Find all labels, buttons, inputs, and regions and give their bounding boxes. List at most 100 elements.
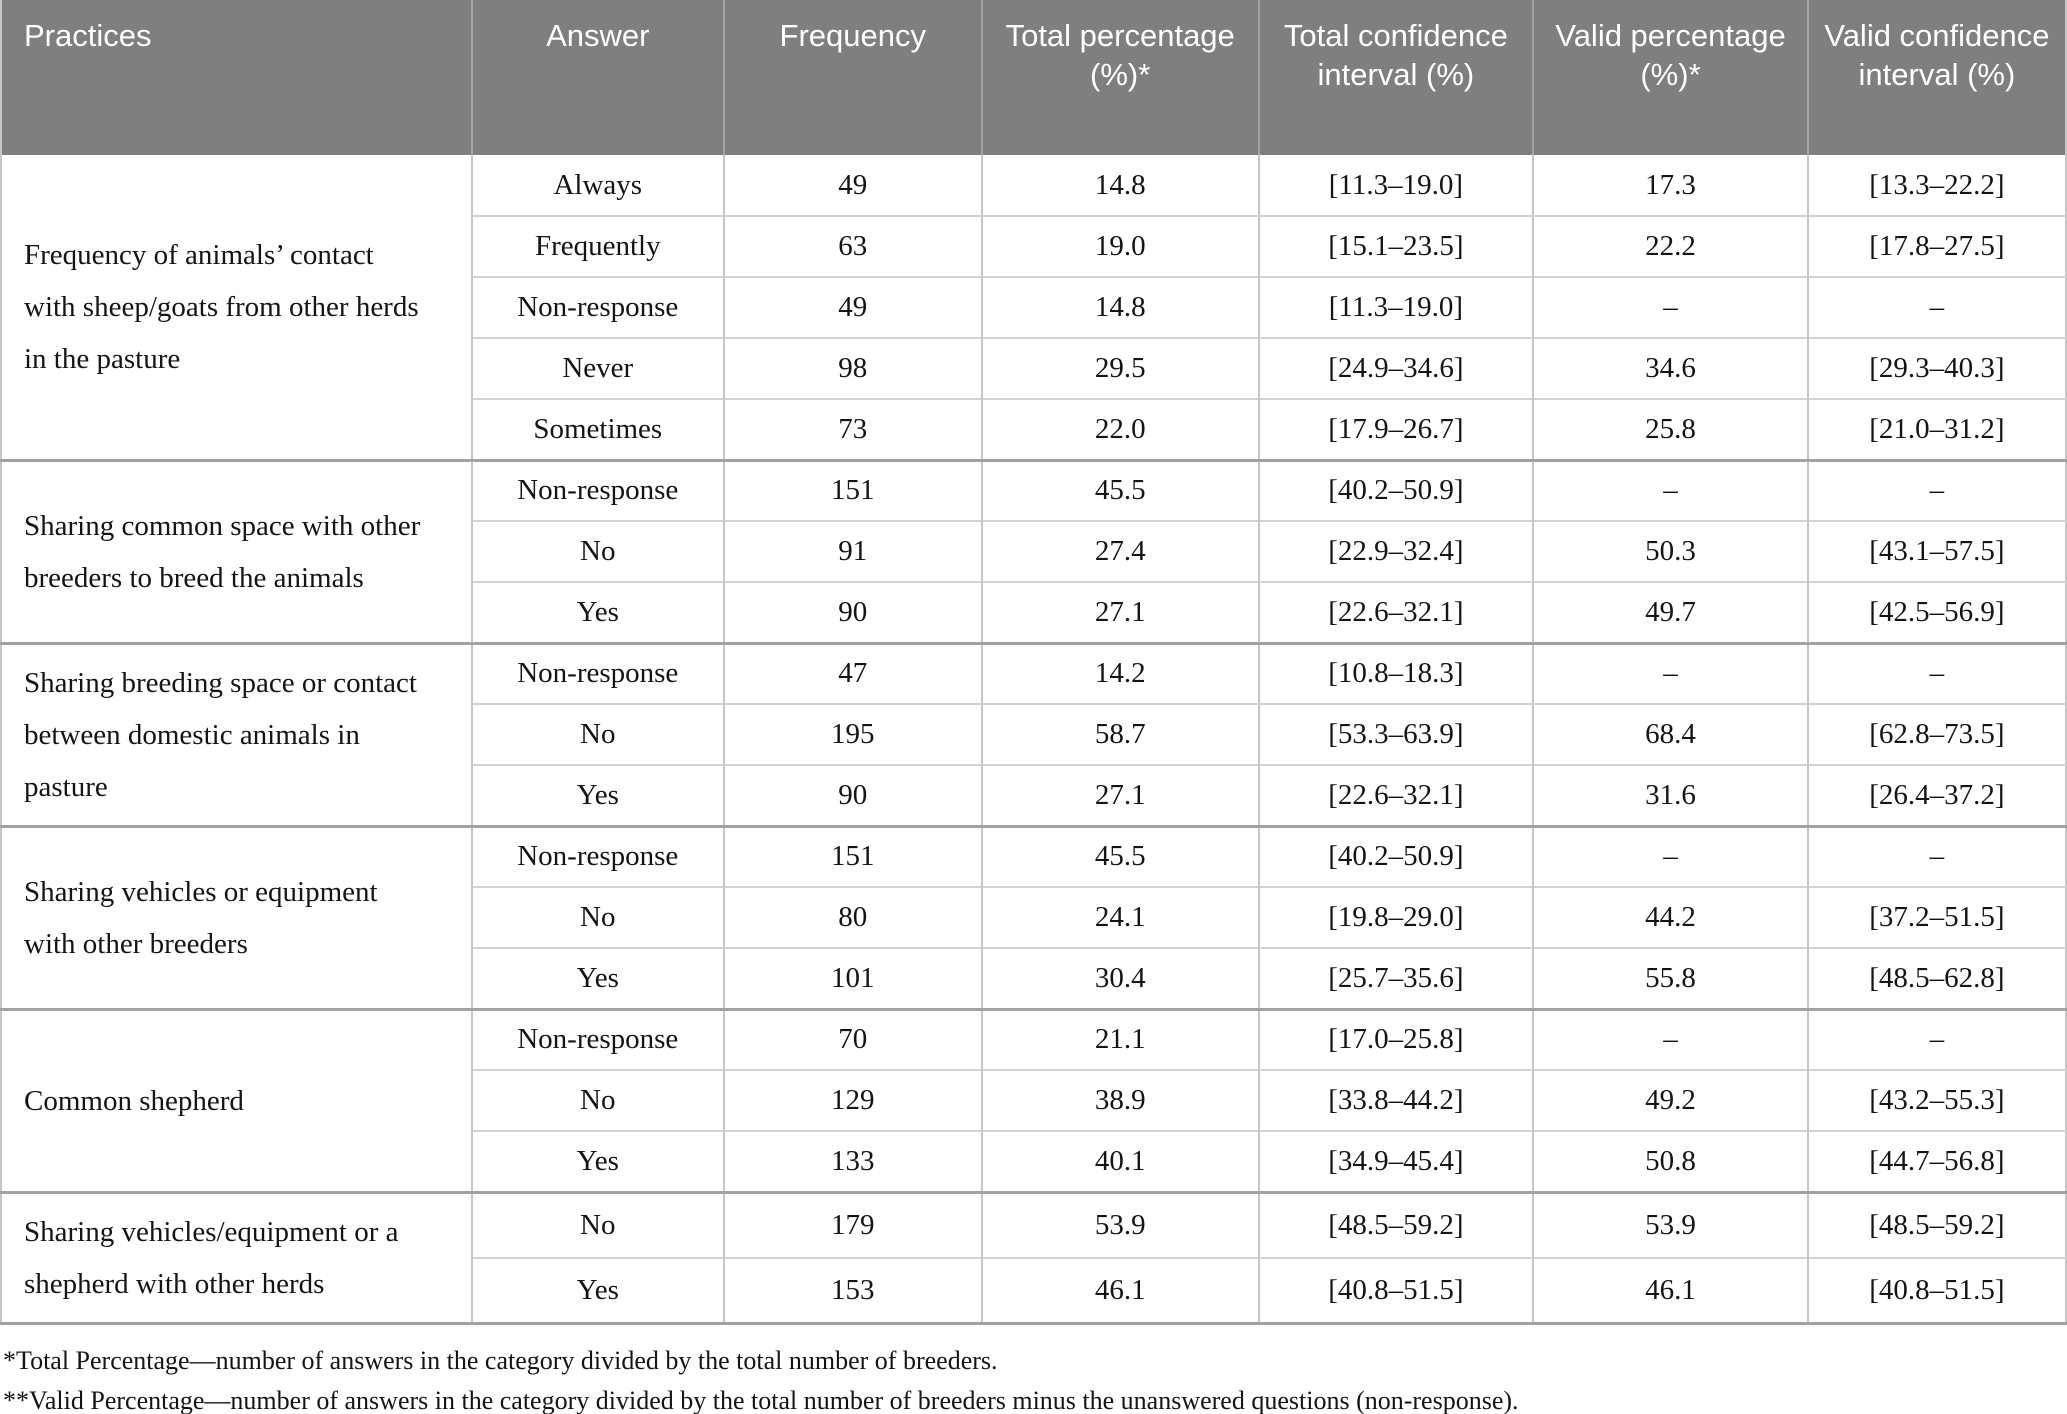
column-header-frequency: Frequency bbox=[723, 0, 983, 155]
total-ci-cell: [17.0–25.8] bbox=[1258, 1009, 1535, 1070]
valid-ci-cell: – bbox=[1929, 291, 1945, 323]
total-pct-cell: 45.5 bbox=[981, 826, 1260, 887]
valid-ci-cell: – bbox=[1929, 1023, 1945, 1056]
answer-cell: Non-response bbox=[471, 277, 725, 338]
column-header-total-confidence-interval: Total confidence interval (%) bbox=[1258, 0, 1535, 155]
practice-cell: Common shepherd bbox=[1, 1009, 473, 1192]
valid-ci-cell: [26.4–37.2] bbox=[1869, 778, 2005, 811]
frequency-cell: 151 bbox=[723, 460, 983, 521]
frequency-cell: 98 bbox=[723, 338, 983, 399]
answer-cell: Yes bbox=[471, 1257, 725, 1323]
column-header-total-percentage: Total percentage (%)* bbox=[981, 0, 1260, 155]
answer-cell: No bbox=[471, 704, 725, 765]
table-row: Never 98 29.5 [24.9–34.6] 34.6 [29.3–40.3] bbox=[1, 338, 2066, 399]
answer-cell: No bbox=[471, 521, 725, 582]
answer-cell: Yes bbox=[471, 1131, 725, 1192]
answer-cell: Non-response bbox=[471, 826, 725, 887]
table-row: No 91 27.4 [22.9–32.4] 50.3 [43.1–57.5] bbox=[1, 521, 2066, 582]
valid-pct-cell: 34.6 bbox=[1533, 338, 1809, 399]
valid-ci-cell: [40.8–51.5] bbox=[1869, 1273, 2005, 1306]
table-row: Yes 101 30.4 [25.7–35.6] 55.8 [48.5–62.8] bbox=[1, 948, 2066, 1009]
frequency-cell: 73 bbox=[723, 399, 983, 460]
total-pct-cell: 29.5 bbox=[981, 338, 1260, 399]
table-footnotes: *Total Percentage—number of answers in t… bbox=[3, 1341, 2067, 1414]
table-row: Yes 90 27.1 [22.6–32.1] 31.6 [26.4–37.2] bbox=[1, 765, 2066, 826]
total-pct-cell: 27.1 bbox=[981, 582, 1260, 643]
frequency-cell: 195 bbox=[723, 704, 983, 765]
column-header-answer: Answer bbox=[471, 0, 725, 155]
answer-cell: Non-response bbox=[471, 1009, 725, 1070]
answer-cell: Non-response bbox=[471, 643, 725, 704]
column-header-valid-confidence-interval: Valid confidence interval (%) bbox=[1807, 0, 2066, 155]
valid-pct-cell: – bbox=[1533, 1009, 1809, 1070]
valid-pct-cell: 49.2 bbox=[1533, 1070, 1809, 1131]
footnote-valid-percentage: **Valid Percentage—number of answers in … bbox=[3, 1385, 1519, 1414]
valid-pct-cell: – bbox=[1533, 460, 1809, 521]
total-pct-cell: 14.2 bbox=[981, 643, 1260, 704]
frequency-cell: 70 bbox=[723, 1009, 983, 1070]
practice-cell: Sharing vehicles/equipment or a shepherd… bbox=[1, 1192, 473, 1323]
answer-cell: No bbox=[471, 887, 725, 948]
total-ci-cell: [11.3–19.0] bbox=[1258, 155, 1535, 216]
total-ci-cell: [48.5–59.2] bbox=[1258, 1192, 1535, 1258]
answer-cell: Yes bbox=[471, 765, 725, 826]
frequency-cell: 101 bbox=[723, 948, 983, 1009]
valid-ci-cell: [13.3–22.2] bbox=[1869, 168, 2005, 201]
total-ci-cell: [22.6–32.1] bbox=[1258, 765, 1535, 826]
total-ci-cell: [10.8–18.3] bbox=[1258, 643, 1535, 704]
frequency-cell: 49 bbox=[723, 155, 983, 216]
footnote-total-percentage: *Total Percentage—number of answers in t… bbox=[3, 1345, 998, 1375]
table-row: Non-response 49 14.8 [11.3–19.0] – – bbox=[1, 277, 2066, 338]
valid-pct-cell: 50.8 bbox=[1533, 1131, 1809, 1192]
answer-cell: Yes bbox=[471, 948, 725, 1009]
table-row: Yes 153 46.1 [40.8–51.5] 46.1 [40.8–51.5] bbox=[1, 1257, 2066, 1323]
valid-ci-cell: [43.1–57.5] bbox=[1869, 535, 2005, 567]
table-row: Frequency of animals’ contact with sheep… bbox=[1, 155, 2066, 460]
total-ci-cell: [22.6–32.1] bbox=[1258, 582, 1535, 643]
answer-cell: Yes bbox=[471, 582, 725, 643]
valid-pct-cell: 25.8 bbox=[1533, 399, 1809, 460]
total-pct-cell: 45.5 bbox=[981, 460, 1260, 521]
frequency-cell: 90 bbox=[723, 582, 983, 643]
frequency-cell: 91 bbox=[723, 521, 983, 582]
total-pct-cell: 27.4 bbox=[981, 521, 1260, 582]
table-row: Sometimes 73 22.0 [17.9–26.7] 25.8 [21.0–31.2… bbox=[1, 399, 2066, 460]
valid-ci-cell: [42.5–56.9] bbox=[1869, 595, 2005, 628]
answer-cell: Non-response bbox=[471, 460, 725, 521]
practice-cell: Sharing breeding space or contact betwee… bbox=[1, 643, 473, 826]
total-ci-cell: [25.7–35.6] bbox=[1258, 948, 1535, 1009]
table-row: No 195 58.7 [53.3–63.9] 68.4 [62.8–73.5] bbox=[1, 704, 2066, 765]
total-ci-cell: [53.3–63.9] bbox=[1258, 704, 1535, 765]
total-pct-cell: 40.1 bbox=[981, 1131, 1260, 1192]
total-pct-cell: 24.1 bbox=[981, 887, 1260, 948]
table-row: Yes 90 27.1 [22.6–32.1] 49.7 [42.5–56.9] bbox=[1, 582, 2066, 643]
practices-table: Practices Answer Frequency Total percent… bbox=[0, 0, 2067, 1325]
answer-cell: No bbox=[471, 1070, 725, 1131]
table-row: Sharing common space with other breeders… bbox=[1, 460, 2066, 643]
total-ci-cell: [17.9–26.7] bbox=[1258, 399, 1535, 460]
valid-ci-cell: [21.0–31.2] bbox=[1869, 412, 2005, 445]
total-pct-cell: 14.8 bbox=[981, 155, 1260, 216]
valid-pct-cell: 50.3 bbox=[1533, 521, 1809, 582]
answer-cell: Frequently bbox=[471, 216, 725, 277]
total-pct-cell: 58.7 bbox=[981, 704, 1260, 765]
total-ci-cell: [22.9–32.4] bbox=[1258, 521, 1535, 582]
valid-ci-cell: [29.3–40.3] bbox=[1869, 352, 2005, 384]
valid-pct-cell: – bbox=[1533, 826, 1809, 887]
answer-cell: Always bbox=[471, 155, 725, 216]
total-ci-cell: [40.2–50.9] bbox=[1258, 460, 1535, 521]
frequency-cell: 47 bbox=[723, 643, 983, 704]
valid-ci-cell: [44.7–56.8] bbox=[1869, 1144, 2005, 1177]
total-ci-cell: [40.2–50.9] bbox=[1258, 826, 1535, 887]
table-row: Yes 133 40.1 [34.9–45.4] 50.8 [44.7–56.8] bbox=[1, 1131, 2066, 1192]
frequency-cell: 151 bbox=[723, 826, 983, 887]
total-pct-cell: 19.0 bbox=[981, 216, 1260, 277]
total-ci-cell: [15.1–23.5] bbox=[1258, 216, 1535, 277]
total-ci-cell: [11.3–19.0] bbox=[1258, 277, 1535, 338]
valid-pct-cell: 68.4 bbox=[1533, 704, 1809, 765]
valid-ci-cell: [48.5–62.8] bbox=[1869, 961, 2005, 994]
valid-pct-cell: 55.8 bbox=[1533, 948, 1809, 1009]
total-pct-cell: 27.1 bbox=[981, 765, 1260, 826]
total-pct-cell: 38.9 bbox=[981, 1070, 1260, 1131]
